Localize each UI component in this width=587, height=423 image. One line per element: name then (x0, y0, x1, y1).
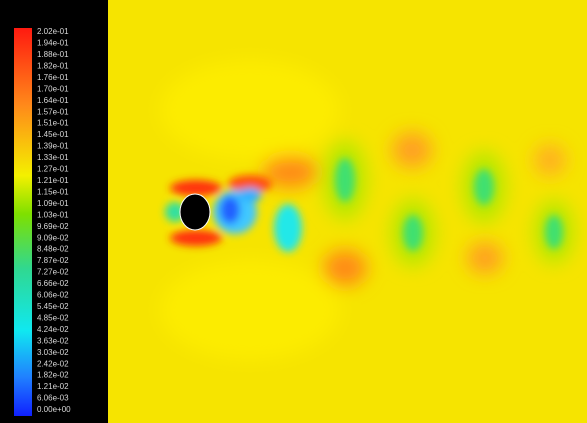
colorbar-label: 1.88e-01 (37, 50, 69, 59)
colorbar-label: 6.66e-02 (37, 279, 69, 288)
colorbar-label: 1.39e-01 (37, 142, 69, 151)
colorbar (14, 28, 32, 416)
colorbar-label: 1.64e-01 (37, 96, 69, 105)
colorbar-label: 4.85e-02 (37, 313, 69, 322)
contour-field (108, 0, 587, 423)
colorbar-label: 1.76e-01 (37, 73, 69, 82)
colorbar-label: 1.27e-01 (37, 165, 69, 174)
colorbar-label: 1.21e-01 (37, 176, 69, 185)
colorbar-label: 1.57e-01 (37, 107, 69, 116)
colorbar-label: 1.82e-01 (37, 61, 69, 70)
colorbar-label: 3.63e-02 (37, 336, 69, 345)
colorbar-label: 7.27e-02 (37, 268, 69, 277)
colorbar-label: 1.82e-02 (37, 371, 69, 380)
colorbar-label: 1.51e-01 (37, 119, 69, 128)
colorbar-label: 1.33e-01 (37, 153, 69, 162)
colorbar-label: 1.21e-02 (37, 382, 69, 391)
colorbar-label: 6.06e-02 (37, 291, 69, 300)
colorbar-label: 1.94e-01 (37, 39, 69, 48)
cylinder (179, 193, 211, 231)
colorbar-label: 8.48e-02 (37, 245, 69, 254)
colorbar-label: 5.45e-02 (37, 302, 69, 311)
colorbar-label: 0.00e+00 (37, 405, 71, 414)
colorbar-label: 2.42e-02 (37, 359, 69, 368)
colorbar-label: 3.03e-02 (37, 348, 69, 357)
colorbar-label: 1.09e-01 (37, 199, 69, 208)
colorbar-label: 1.15e-01 (37, 187, 69, 196)
colorbar-label: 1.70e-01 (37, 84, 69, 93)
colorbar-label: 1.03e-01 (37, 210, 69, 219)
colorbar-label: 1.45e-01 (37, 130, 69, 139)
colorbar-label: 4.24e-02 (37, 325, 69, 334)
colorbar-label: 9.09e-02 (37, 233, 69, 242)
colorbar-labels: 2.02e-01 1.94e-01 1.88e-01 1.82e-01 1.76e-01… (37, 27, 71, 414)
colorbar-label: 6.06e-03 (37, 394, 69, 403)
colorbar-label: 9.69e-02 (37, 222, 69, 231)
colorbar-label: 2.02e-01 (37, 27, 69, 36)
colorbar-label: 7.87e-02 (37, 256, 69, 265)
